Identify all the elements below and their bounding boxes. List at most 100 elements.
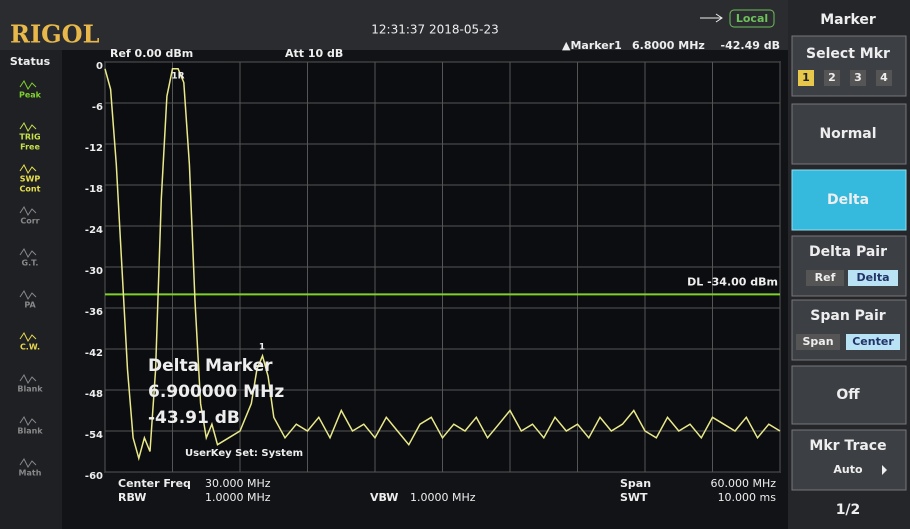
datetime: 12:31:37 2018-05-23 xyxy=(371,23,498,37)
page-indicator: 1/2 xyxy=(836,502,861,518)
marker-name: ▲Marker1 xyxy=(562,39,622,52)
status-label: C.W. xyxy=(20,343,40,352)
ref-option xyxy=(806,270,844,286)
normal-button[interactable] xyxy=(791,103,907,165)
status-label: Cont xyxy=(20,185,41,194)
local-label: Local xyxy=(736,12,768,25)
status-label: TRIG xyxy=(19,133,40,142)
rbw-value: 1.0000 MHz xyxy=(205,491,271,504)
plot: 0 -6 -12 -18 -24 -30 -36 -42 -48 -54 -60 DL -34.00 … xyxy=(85,61,781,482)
center-label: Center xyxy=(852,335,894,348)
y-tick-label: -36 xyxy=(85,307,103,318)
attenuation: Att 10 dB xyxy=(285,47,343,60)
marker-freq: 6.8000 MHz xyxy=(632,39,705,52)
marker-option xyxy=(876,70,892,86)
status-label: PA xyxy=(24,301,36,310)
status-icon xyxy=(19,80,37,90)
delta-annotation: 6.900000 MHz xyxy=(148,382,284,402)
status-icon xyxy=(19,416,37,426)
status-label: Corr xyxy=(20,217,39,226)
status-icon xyxy=(19,206,37,216)
off-label: Off xyxy=(836,387,860,403)
vbw-value: 1.0000 MHz xyxy=(410,491,476,504)
status-label: Peak xyxy=(19,91,42,100)
center-freq-label: Center Freq xyxy=(118,477,191,490)
ref-label: Ref xyxy=(815,271,836,284)
delta-label: Delta xyxy=(827,192,869,208)
rbw-label: RBW xyxy=(118,491,146,504)
status-title: Status xyxy=(10,55,51,68)
status-icon xyxy=(19,122,37,132)
status-label: Blank xyxy=(17,427,43,436)
y-tick-label: -30 xyxy=(85,266,103,277)
delta-annotation: -43.91 dB xyxy=(148,408,240,428)
mkr-trace-value: Auto xyxy=(833,463,863,476)
span-footer-label: Span xyxy=(620,477,651,490)
status-icon xyxy=(19,332,37,342)
status-label: Math xyxy=(19,469,42,478)
marker-option-label: 3 xyxy=(854,71,862,84)
center-option xyxy=(846,334,900,350)
menu-title: Marker xyxy=(820,12,876,28)
y-tick-label: -24 xyxy=(85,225,103,236)
marker-option-label: 1 xyxy=(802,71,810,84)
status-label: Blank xyxy=(17,385,43,394)
center-freq-value: 30.000 MHz xyxy=(205,477,271,490)
top-bar xyxy=(0,0,788,50)
logo: RIGOL xyxy=(10,20,100,49)
swt-value: 10.000 ms xyxy=(718,491,777,504)
delta-pair-label: Delta Pair xyxy=(809,244,887,260)
trace xyxy=(104,68,781,462)
marker-option-label: 4 xyxy=(880,71,888,84)
y-tick-label: -18 xyxy=(85,184,103,195)
off-button[interactable] xyxy=(791,365,907,425)
user-key: UserKey Set: System xyxy=(185,448,303,459)
select-mkr-button[interactable] xyxy=(791,35,907,97)
y-tick-label: -60 xyxy=(85,471,103,482)
status-label: G.T. xyxy=(22,259,39,268)
local-box xyxy=(729,9,775,28)
delta-annotation: Delta Marker xyxy=(148,356,273,376)
arrow xyxy=(882,465,887,475)
y-tick-label: -48 xyxy=(85,389,103,400)
y-tick-label: -12 xyxy=(85,143,103,154)
display-line-label: DL -34.00 dBm xyxy=(687,275,778,288)
span-pair-label: Span Pair xyxy=(810,308,886,324)
marker-option xyxy=(850,70,866,86)
status-label: SWP xyxy=(20,175,41,184)
marker-option xyxy=(824,70,840,86)
status-icon xyxy=(19,290,37,300)
ref-level: Ref 0.00 dBm xyxy=(110,47,193,60)
marker-label: 1 xyxy=(259,343,265,353)
swt-label: SWT xyxy=(620,491,648,504)
y-tick-label: -42 xyxy=(85,348,103,359)
marker-option-label: 2 xyxy=(828,71,836,84)
span-option xyxy=(796,334,840,350)
y-tick-label: 0 xyxy=(96,61,103,72)
status-label: Free xyxy=(20,143,40,152)
span-label: Span xyxy=(802,335,833,348)
vbw-label: VBW xyxy=(370,491,398,504)
delta-option xyxy=(848,270,898,286)
y-tick-label: -6 xyxy=(92,102,103,113)
delta-button[interactable] xyxy=(791,169,907,231)
mkr-trace-button[interactable] xyxy=(791,429,907,491)
status-panel xyxy=(0,50,62,529)
marker-label: 1R xyxy=(171,72,184,82)
mkr-trace-label: Mkr Trace xyxy=(809,438,886,454)
normal-label: Normal xyxy=(819,126,876,142)
span-value: 60.000 MHz xyxy=(710,477,776,490)
status-icon xyxy=(19,374,37,384)
select-mkr-label: Select Mkr xyxy=(806,46,890,62)
usb-icon xyxy=(700,13,723,23)
marker-option xyxy=(798,70,814,86)
marker-options: 1 2 3 4 xyxy=(798,70,892,86)
delta-option-label: Delta xyxy=(856,271,889,284)
status-icon xyxy=(19,248,37,258)
status-icon xyxy=(19,458,37,468)
status-icon xyxy=(19,164,37,174)
marker-level: -42.49 dB xyxy=(721,39,780,52)
y-tick-label: -54 xyxy=(85,430,103,441)
